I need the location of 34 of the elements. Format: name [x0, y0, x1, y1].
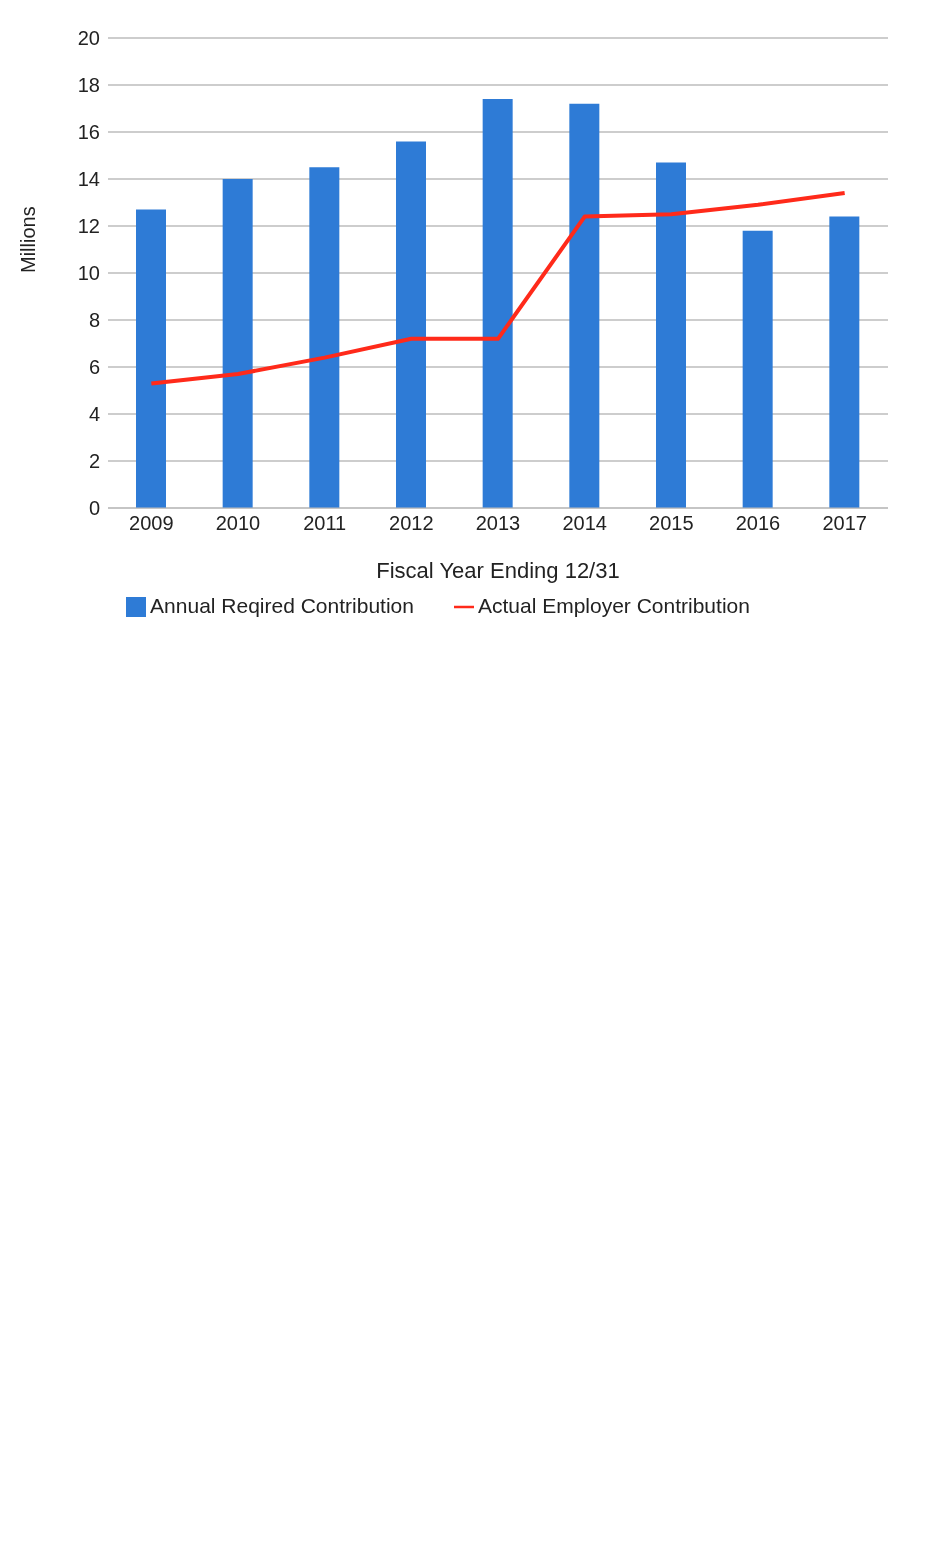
y-tick-label: 6 — [88, 356, 100, 379]
legend-label: Annual Reqired Contribution — [150, 594, 414, 617]
x-axis-title: Fiscal Year Ending 12/31 — [376, 558, 620, 583]
y-tick-label: 2 — [88, 450, 100, 473]
x-tick-label: 2012 — [389, 512, 434, 535]
y-tick-label: 18 — [77, 74, 100, 97]
y-tick-label: 4 — [88, 403, 100, 426]
bar — [656, 162, 686, 508]
bar — [569, 103, 600, 508]
x-tick-label: 2014 — [562, 512, 607, 535]
y-tick-label: 16 — [77, 121, 100, 144]
bar — [136, 209, 166, 508]
x-tick-label: 2017 — [822, 512, 867, 535]
y-tick-label: 10 — [77, 262, 100, 285]
x-tick-label: 2013 — [475, 512, 521, 535]
x-tick-label: 2010 — [215, 512, 261, 535]
legend-label: Actual Employer Contribution — [477, 594, 750, 617]
bar — [829, 216, 860, 508]
bar — [396, 141, 426, 508]
x-tick-label: 2016 — [735, 512, 781, 535]
y-tick-label: 0 — [88, 497, 100, 520]
bar — [742, 230, 773, 508]
bar — [309, 167, 340, 508]
x-tick-label: 2011 — [303, 512, 347, 535]
y-tick-label: 14 — [77, 168, 100, 191]
x-tick-label: 2009 — [129, 512, 174, 535]
bar — [482, 99, 513, 508]
line-series — [149, 191, 847, 386]
y-tick-label: 8 — [88, 309, 100, 332]
bar — [222, 179, 253, 508]
y-tick-label: 12 — [77, 215, 100, 238]
y-axis-title: Millions — [17, 206, 40, 273]
y-tick-label: 20 — [77, 27, 100, 50]
x-tick-label: 2015 — [649, 512, 694, 535]
